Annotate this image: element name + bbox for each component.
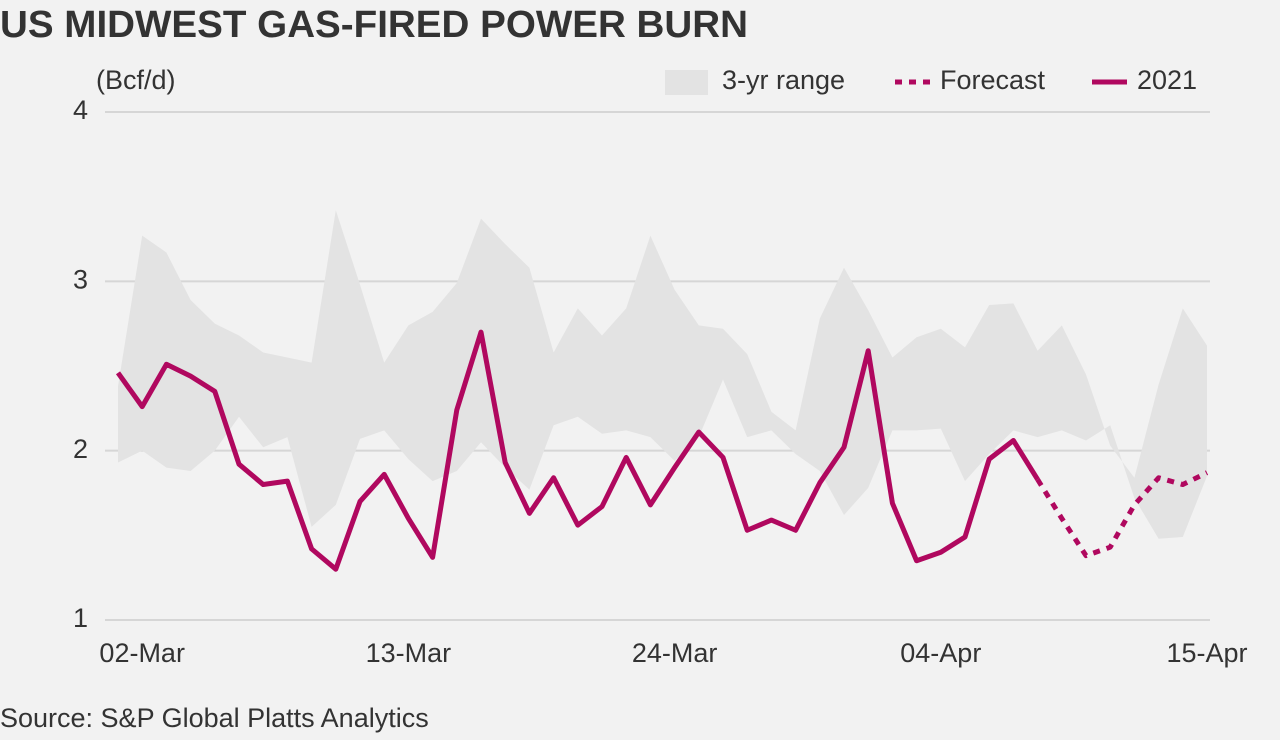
y-tick-label: 3 [73,264,88,294]
legend-label: 2021 [1137,65,1197,95]
x-tick-label: 13-Mar [366,638,452,668]
series-line [115,329,1040,572]
x-tick-label: 24-Mar [632,638,718,668]
chart-title: US MIDWEST GAS-FIRED POWER BURN [0,4,748,46]
x-tick-label: 04-Apr [900,638,981,668]
source: Source: S&P Global Platts Analytics [0,703,429,733]
x-tick-label: 15-Apr [1166,638,1247,668]
x-tick-label: 02-Mar [99,638,185,668]
range-band [118,210,1207,539]
y-tick-label: 1 [73,603,88,633]
legend-label: 3-yr range [722,65,845,95]
legend-swatch [665,70,708,95]
y-tick-label: 4 [73,95,88,125]
y-axis-label: (Bcf/d) [96,65,176,95]
legend-label: Forecast [940,65,1046,95]
y-tick-label: 2 [73,434,88,464]
series-line [1035,470,1209,559]
